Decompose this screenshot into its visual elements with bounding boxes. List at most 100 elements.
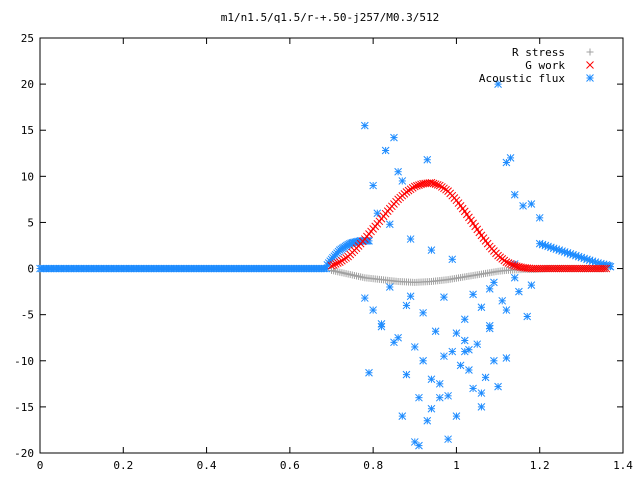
data-point-stroke (329, 261, 338, 269)
data-point-stroke (465, 345, 473, 354)
data-point-stroke (506, 260, 515, 268)
data-point-stroke (381, 146, 390, 155)
data-point-stroke (448, 255, 457, 264)
legend-label: G work (525, 59, 565, 72)
data-point-stroke (469, 290, 477, 299)
data-point-stroke (465, 213, 473, 222)
data-point-stroke (423, 155, 432, 164)
data-point (398, 177, 407, 185)
data-point (365, 368, 373, 377)
y-tick-label: -5 (21, 309, 34, 322)
axes: 0 0.2 0.4 0.6 0.8 1 1.2 1.4 -20 -15 -10 -5 0 5 10 15 20 2… (14, 32, 633, 472)
x-tick-label: 1.4 (613, 459, 633, 472)
data-point (460, 336, 469, 345)
data-point-stroke (523, 312, 532, 321)
data-point (600, 264, 609, 273)
data-point (477, 389, 486, 397)
data-point (444, 435, 452, 444)
data-point-stroke (360, 121, 369, 130)
y-tick-label: -20 (14, 447, 34, 460)
data-point-stroke (490, 278, 498, 287)
data-point (427, 375, 436, 384)
data-point-stroke (398, 412, 407, 420)
data-point-stroke (427, 246, 436, 254)
data-point-stroke (469, 384, 477, 393)
data-point (465, 366, 473, 374)
data-point (510, 273, 519, 282)
x-tick-label: 0.6 (280, 459, 300, 472)
data-point (433, 181, 442, 189)
data-point-stroke (444, 391, 452, 400)
data-point (394, 167, 402, 176)
y-tick-label: 5 (27, 216, 34, 229)
x-tick-label: 1.2 (530, 459, 550, 472)
data-point-stroke (410, 343, 419, 351)
y-tick-label: 15 (21, 124, 34, 137)
data-point (527, 200, 536, 208)
data-point-stroke (333, 259, 342, 267)
data-point-stroke (448, 347, 457, 356)
data-point (448, 255, 457, 264)
data-point (527, 281, 536, 290)
data-point (440, 352, 448, 361)
data-point (523, 312, 532, 321)
data-point (508, 261, 517, 269)
data-point-stroke (440, 352, 448, 361)
data-point-stroke (465, 366, 473, 374)
data-point-stroke (365, 237, 373, 245)
data-point-stroke (331, 260, 340, 268)
data-point (473, 340, 482, 349)
data-point (402, 370, 411, 379)
data-point (423, 416, 432, 425)
data-point (373, 209, 382, 218)
data-point-stroke (600, 264, 609, 273)
data-point (477, 403, 486, 411)
data-point-stroke (452, 329, 461, 337)
legend-label: R stress (512, 46, 565, 59)
data-point-stroke (473, 225, 482, 234)
data-point (460, 315, 469, 324)
data-point (515, 287, 523, 296)
data-point-stroke (365, 368, 373, 377)
data-point-stroke (433, 181, 442, 189)
data-point (369, 306, 377, 314)
data-point-stroke (369, 306, 377, 314)
data-point-stroke (502, 258, 511, 266)
data-point (385, 283, 394, 291)
data-point-stroke (502, 354, 511, 362)
data-point-stroke (523, 264, 532, 272)
data-point (360, 294, 369, 302)
data-point-stroke (402, 301, 411, 310)
data-point-stroke (506, 154, 515, 162)
chart-title: m1/n1.5/q1.5/r-+.50-j257/M0.3/512 (221, 11, 440, 24)
data-point (415, 441, 423, 450)
data-point-stroke (427, 178, 436, 187)
data-point-stroke (435, 393, 444, 402)
data-point (410, 182, 419, 191)
data-point (465, 345, 473, 354)
data-point-stroke (525, 264, 534, 273)
data-point-stroke (475, 228, 484, 237)
data-point-stroke (508, 261, 517, 269)
data-point-stroke (427, 404, 436, 413)
data-point (381, 146, 390, 155)
data-point-stroke (415, 181, 423, 189)
data-point-stroke (423, 416, 432, 425)
x-tick-label: 0.2 (113, 459, 133, 472)
data-point-stroke (602, 264, 611, 273)
data-point (427, 246, 436, 254)
data-point-stroke (419, 308, 427, 317)
series-acoustic-flux (36, 80, 615, 450)
data-point (502, 258, 511, 266)
legend-marker (586, 74, 594, 82)
y-tick-label: 10 (21, 170, 34, 183)
data-point (377, 322, 386, 331)
data-point-stroke (327, 261, 336, 270)
data-point (477, 303, 486, 312)
x-tick-label: 0.8 (363, 459, 383, 472)
data-point (452, 412, 461, 420)
data-point (456, 361, 465, 370)
data-point (494, 80, 502, 88)
